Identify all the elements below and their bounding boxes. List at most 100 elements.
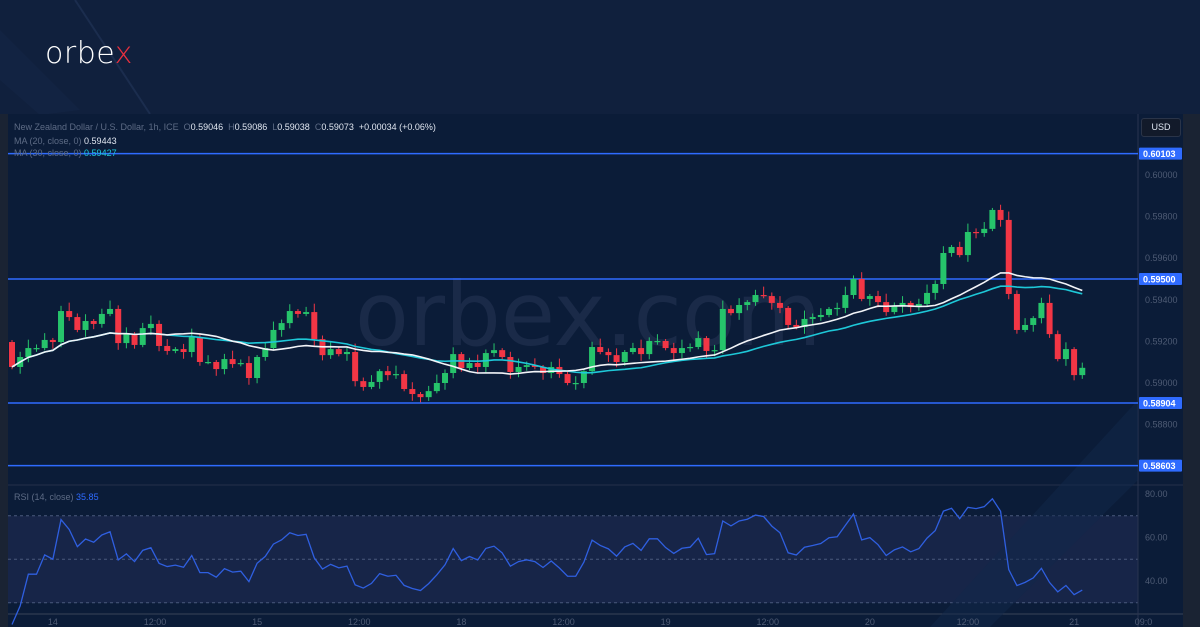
candle-body <box>442 373 449 383</box>
time-tick-label: 18 <box>456 617 466 627</box>
candle-body <box>417 394 424 398</box>
candle-body <box>613 355 620 362</box>
candle-body <box>213 361 220 370</box>
candle-body <box>58 311 65 343</box>
candle-body <box>981 228 988 234</box>
candle-body <box>327 349 334 356</box>
candle-body <box>744 302 751 305</box>
candle-body <box>940 253 947 284</box>
ma30-legend[interactable]: MA (30, close, 0) 0.59427 <box>14 148 117 158</box>
level-price-label: 0.58904 <box>1143 398 1176 408</box>
candle-body <box>262 348 269 357</box>
currency-button[interactable]: USD <box>1141 118 1181 137</box>
candle-body <box>123 334 130 344</box>
right-scrollbar[interactable] <box>1183 114 1200 627</box>
candle-body <box>49 339 56 343</box>
candle-body <box>768 296 775 303</box>
candle-body <box>866 296 873 299</box>
candle-body <box>1054 334 1061 360</box>
candle-body <box>66 311 73 318</box>
symbol-legend: New Zealand Dollar / U.S. Dollar, 1h, IC… <box>14 122 436 132</box>
candle-body <box>74 317 81 330</box>
candle-body <box>638 348 645 355</box>
level-price-label: 0.59500 <box>1143 275 1176 285</box>
candle-body <box>164 345 171 351</box>
symbol-name[interactable]: New Zealand Dollar / U.S. Dollar, 1h, IC… <box>14 122 179 132</box>
candle-body <box>793 324 800 328</box>
candle-body <box>703 338 710 351</box>
rsi-tick-label: 80.00 <box>1145 489 1168 499</box>
candle-body <box>270 329 277 349</box>
change-value: +0.00034 (+0.06%) <box>358 122 436 132</box>
level-price-label: 0.58603 <box>1143 461 1176 471</box>
candle-body <box>858 279 865 299</box>
ma20-legend[interactable]: MA (20, close, 0) 0.59443 <box>14 136 117 146</box>
candle-body <box>515 366 522 372</box>
candle-body <box>507 357 514 372</box>
candle-body <box>409 389 416 395</box>
low-value: 0.59038 <box>277 122 310 132</box>
candle-body <box>564 374 571 383</box>
ma20-value: 0.59443 <box>84 136 117 146</box>
candle-body <box>1030 318 1037 325</box>
candle-body <box>711 350 718 352</box>
candle-body <box>1038 302 1045 319</box>
time-tick-label: 20 <box>865 617 875 627</box>
price-tick-label: 0.60000 <box>1145 170 1178 180</box>
candle-body <box>335 349 342 355</box>
candle-body <box>466 363 473 369</box>
level-price-label: 0.60103 <box>1143 149 1176 159</box>
candle-body <box>115 308 122 344</box>
candle-body <box>343 352 350 355</box>
rsi-legend[interactable]: RSI (14, close) 35.85 <box>14 492 99 502</box>
candle-body <box>286 311 293 324</box>
left-edge <box>0 114 8 627</box>
candle-body <box>254 357 261 379</box>
candle-body <box>776 302 783 308</box>
level-price-tag <box>1139 273 1182 285</box>
candle-body <box>450 354 457 374</box>
candle-body <box>964 231 971 256</box>
candle-body <box>360 381 367 387</box>
candle-body <box>932 283 939 293</box>
ma20-line <box>11 272 1083 375</box>
candle-body <box>491 350 498 354</box>
rsi-line <box>11 497 1083 625</box>
candle-body <box>352 352 359 382</box>
candle-body <box>605 352 612 356</box>
candle-body <box>891 306 898 313</box>
candle-body <box>90 321 97 324</box>
candle-body <box>540 366 547 374</box>
candle-body <box>433 383 440 392</box>
time-tick-label: 21 <box>1069 617 1079 627</box>
candle-body <box>172 349 179 351</box>
candle-body <box>580 371 587 383</box>
price-tick-label: 0.59800 <box>1145 212 1178 222</box>
candle-body <box>131 334 138 345</box>
candle-body <box>850 279 857 296</box>
candle-body <box>245 363 252 379</box>
candle-body <box>907 302 914 308</box>
candle-body <box>180 349 187 353</box>
candle-body <box>401 374 408 390</box>
candle-body <box>156 323 163 346</box>
time-tick-label: 19 <box>661 617 671 627</box>
candle-body <box>499 350 506 357</box>
candle-body <box>523 365 530 367</box>
price-tick-label: 0.59600 <box>1145 253 1178 263</box>
candle-body <box>82 321 89 330</box>
close-value: 0.59073 <box>321 122 354 132</box>
time-tick-label: 09:0 <box>1135 617 1153 627</box>
time-tick-label: 14 <box>48 617 58 627</box>
candle-body <box>1071 349 1078 376</box>
candle-body <box>817 314 824 318</box>
candle-body <box>1079 367 1086 376</box>
candle-body <box>719 308 726 351</box>
candle-body <box>1022 324 1029 330</box>
candle-body <box>303 312 310 314</box>
ma30-line <box>11 285 1083 374</box>
candle-body <box>899 302 906 307</box>
rsi-value: 35.85 <box>76 492 99 502</box>
